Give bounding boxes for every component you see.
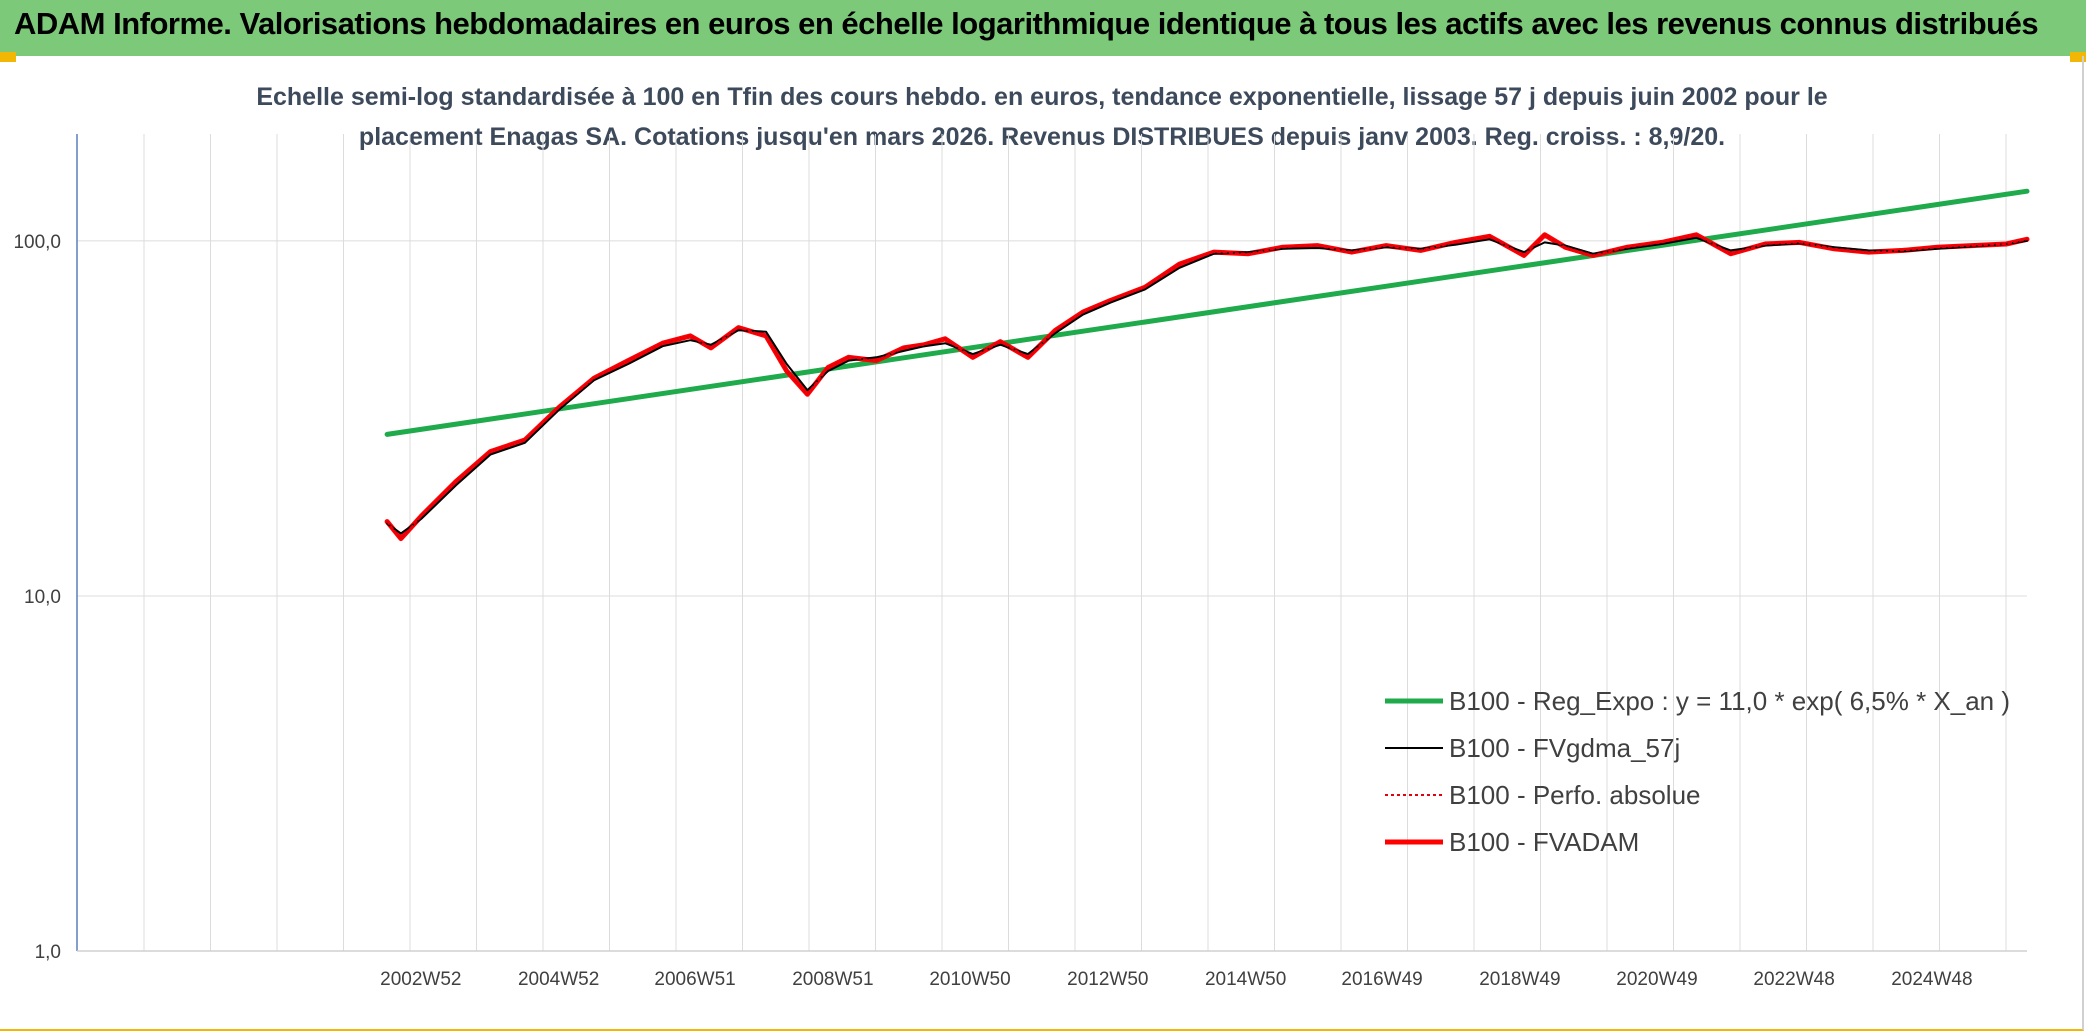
x-tick-label-11: 2024W48 bbox=[1891, 969, 1972, 990]
grid bbox=[77, 134, 2027, 952]
chart-frame: Echelle semi-log standardisée à 100 en T… bbox=[0, 56, 2084, 1031]
x-tick-label-9: 2020W49 bbox=[1616, 969, 1697, 990]
legend-label-2: B100 - Perfo. absolue bbox=[1449, 780, 1701, 810]
legend-label-3: B100 - FVADAM bbox=[1449, 827, 1639, 857]
series-line-0 bbox=[384, 188, 2030, 437]
axes: 1,0 10,0 100,0 2002W52 2004W52 2006W51 2008W51… bbox=[13, 134, 2027, 990]
series-line-2 bbox=[386, 233, 2028, 540]
chart-subtitle-line-1: Echelle semi-log standardisée à 100 en T… bbox=[256, 83, 1827, 111]
x-tick-label-7: 2016W49 bbox=[1341, 969, 1422, 990]
legend-label-1: B100 - FVgdma_57j bbox=[1449, 733, 1680, 763]
legend: B100 - Reg_Expo : y = 11,0 * exp( 6,5% *… bbox=[1385, 686, 2010, 857]
x-tick-label-2: 2006W51 bbox=[654, 969, 735, 990]
x-tick-label-0: 2002W52 bbox=[380, 969, 461, 990]
banner-title: ADAM Informe. Valorisations hebdomadaire… bbox=[14, 6, 2039, 41]
series-layer bbox=[384, 188, 2030, 542]
x-tick-label-8: 2018W49 bbox=[1479, 969, 1560, 990]
y-tick-label-0: 1,0 bbox=[35, 942, 61, 963]
x-tick-label-4: 2010W50 bbox=[929, 969, 1010, 990]
series-line-1 bbox=[386, 236, 2028, 535]
y-tick-label-1: 10,0 bbox=[24, 587, 61, 608]
x-tick-label-10: 2022W48 bbox=[1753, 969, 1834, 990]
banner: ADAM Informe. Valorisations hebdomadaire… bbox=[0, 0, 2086, 56]
x-tick-label-5: 2012W50 bbox=[1067, 969, 1148, 990]
x-tick-label-1: 2004W52 bbox=[518, 969, 599, 990]
corner-marker-right bbox=[2070, 52, 2086, 62]
legend-label-0: B100 - Reg_Expo : y = 11,0 * exp( 6,5% *… bbox=[1449, 686, 2010, 716]
x-tick-label-6: 2014W50 bbox=[1205, 969, 1286, 990]
corner-marker-left bbox=[0, 52, 16, 62]
series-line-3 bbox=[384, 232, 2030, 542]
y-tick-label-2: 100,0 bbox=[13, 232, 61, 253]
x-tick-label-3: 2008W51 bbox=[792, 969, 873, 990]
chart: Echelle semi-log standardisée à 100 en T… bbox=[13, 83, 2030, 990]
chart-subtitle-line-2: placement Enagas SA. Cotations jusqu'en … bbox=[359, 123, 1725, 151]
